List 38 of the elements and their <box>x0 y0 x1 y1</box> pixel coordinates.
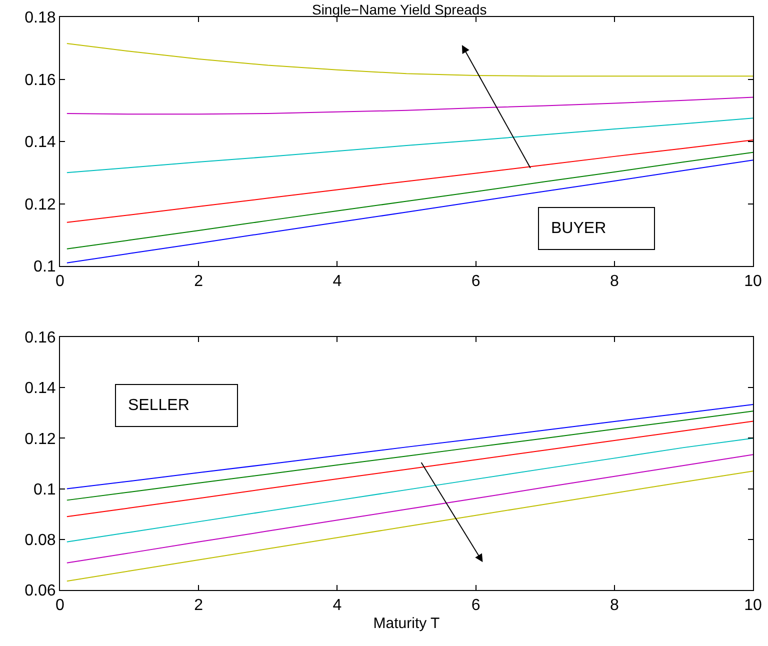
line-series <box>66 420 753 518</box>
line-series <box>66 160 753 264</box>
y-tick-label: 0.08 <box>24 532 56 549</box>
y-tick-label: 0.1 <box>34 258 56 276</box>
y-tick-label: 0.14 <box>24 134 56 152</box>
y-tick-label: 0.18 <box>24 10 56 27</box>
y-tick-label: 0.06 <box>24 582 56 600</box>
line-series <box>66 152 753 250</box>
x-tick-label: 6 <box>471 273 480 290</box>
y-tick-label: 0.16 <box>24 72 56 89</box>
x-axis-title: Maturity T <box>373 615 440 632</box>
x-tick-label: 10 <box>744 597 762 614</box>
x-tick-label: 4 <box>332 597 342 614</box>
annotation: SELLER <box>128 397 225 414</box>
y-tick-label: 0.1 <box>34 481 56 498</box>
x-tick-label: 2 <box>194 273 204 290</box>
x-tick-label: 2 <box>194 597 204 614</box>
line-series <box>66 470 753 582</box>
x-tick-label: 8 <box>610 597 619 614</box>
x-tick-label: 6 <box>471 597 480 614</box>
y-tick-label: 0.12 <box>24 430 56 448</box>
y-tick-label: 0.16 <box>24 330 56 347</box>
line-series <box>66 96 753 115</box>
y-tick-label: 0.14 <box>24 380 56 398</box>
chart-title: Single−Name Yield Spreads <box>312 1 487 18</box>
line-series <box>66 118 753 174</box>
x-tick-label: 4 <box>332 273 342 290</box>
annotation: BUYER <box>551 220 642 237</box>
line-series <box>66 454 753 564</box>
x-tick-label: 0 <box>56 597 65 614</box>
x-tick-label: 10 <box>744 273 762 290</box>
line-series <box>66 438 753 542</box>
line-series <box>66 410 753 501</box>
y-tick-label: 0.12 <box>24 196 56 214</box>
line-series <box>66 139 753 223</box>
line-series <box>66 42 753 77</box>
x-tick-label: 8 <box>610 273 619 290</box>
x-tick-label: 0 <box>56 273 65 290</box>
